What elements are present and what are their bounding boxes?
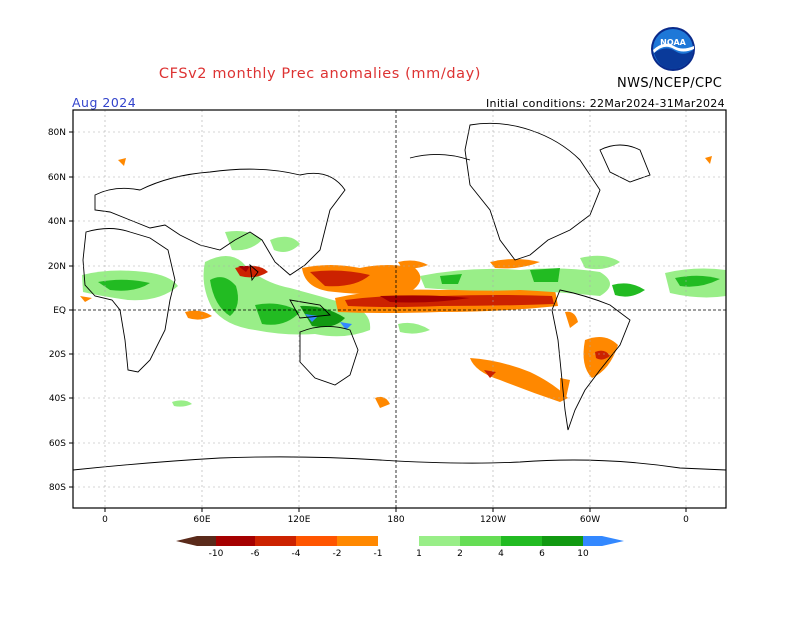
legend-swatch <box>197 536 216 546</box>
anomaly-fields <box>80 156 726 408</box>
legend-swatch <box>460 536 501 546</box>
legend-tick: -6 <box>251 549 260 559</box>
lat-label: 60N <box>48 173 66 183</box>
legend-labels: -10 -6 -4 -2 -1 1 2 4 6 10 <box>209 549 589 559</box>
legend-tick: -10 <box>209 549 224 559</box>
legend-tick: -1 <box>374 549 383 559</box>
legend-tick: 4 <box>498 549 504 559</box>
lon-label: 120W <box>480 515 506 525</box>
graticule <box>73 110 726 508</box>
legend-tick: 6 <box>539 549 545 559</box>
agency-label: NWS/NCEP/CPC <box>617 76 723 91</box>
legend-tick: -2 <box>333 549 342 559</box>
lat-label: EQ <box>53 306 66 316</box>
legend-tick: 10 <box>577 549 589 559</box>
lat-label: 40S <box>49 394 66 404</box>
lat-labels: 80N 60N 40N 20N EQ 20S 40S 60S 80S <box>48 128 66 493</box>
lon-labels: 0 60E 120E 180 120W 60W 0 <box>102 515 689 525</box>
lat-label: 20N <box>48 262 66 272</box>
legend-tick: -4 <box>292 549 301 559</box>
lat-label: 20S <box>49 350 66 360</box>
lon-label: 0 <box>102 515 108 525</box>
legend-swatch <box>378 536 419 546</box>
color-legend <box>176 536 624 546</box>
map-frame <box>72 109 727 509</box>
legend-swatch <box>501 536 542 546</box>
coastlines <box>73 122 726 471</box>
lon-label: 120E <box>288 515 311 525</box>
lat-label: 80N <box>48 128 66 138</box>
lat-label: 60S <box>49 439 66 449</box>
map-title: CFSv2 monthly Prec anomalies (mm/day) <box>158 66 482 82</box>
legend-right-arrow <box>602 536 624 546</box>
lon-label: 0 <box>683 515 689 525</box>
lon-label: 180 <box>387 515 404 525</box>
legend-swatch <box>542 536 583 546</box>
legend-swatch <box>216 536 255 546</box>
dry-anomaly-south-pacific <box>470 358 568 402</box>
noaa-logo-text: NOAA <box>660 38 686 47</box>
noaa-logo: NOAA <box>651 27 695 71</box>
legend-tick: 2 <box>457 549 463 559</box>
legend-swatch <box>419 536 460 546</box>
legend-swatch <box>337 536 378 546</box>
legend-swatch <box>296 536 337 546</box>
legend-swatch <box>255 536 296 546</box>
lon-label: 60W <box>580 515 600 525</box>
lat-label: 80S <box>49 483 66 493</box>
initial-conditions: Initial conditions: 22Mar2024-31Mar2024 <box>486 97 725 110</box>
forecast-period: Aug 2024 <box>72 95 137 110</box>
legend-swatch <box>583 536 602 546</box>
wet-anomaly-central-pacific <box>420 268 610 296</box>
lon-label: 60E <box>193 515 210 525</box>
legend-left-arrow <box>176 536 197 546</box>
lat-label: 40N <box>48 217 66 227</box>
legend-tick: 1 <box>416 549 422 559</box>
